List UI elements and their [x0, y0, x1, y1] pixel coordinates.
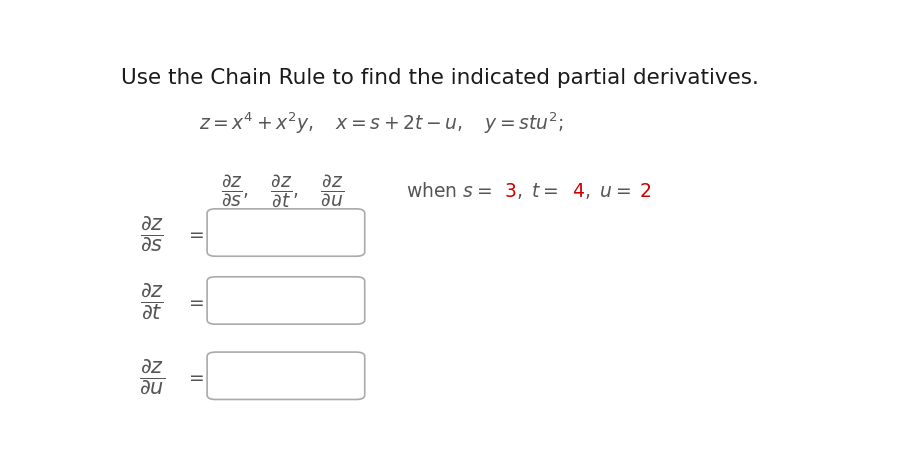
Text: $,\ t = $: $,\ t = $ [516, 181, 558, 201]
FancyBboxPatch shape [207, 352, 365, 400]
Text: when $s = $: when $s = $ [406, 181, 491, 200]
Text: $\dfrac{\partial z}{\partial s}$: $\dfrac{\partial z}{\partial s}$ [140, 214, 164, 252]
Text: $\dfrac{\partial z}{\partial u}$: $\dfrac{\partial z}{\partial u}$ [139, 357, 165, 396]
Text: $4$: $4$ [572, 181, 586, 200]
Text: $\dfrac{\partial z}{\partial t}$: $\dfrac{\partial z}{\partial t}$ [140, 281, 164, 321]
Text: $z = x^4 + x^2y, \quad x = s + 2t - u, \quad y = stu^2;$: $z = x^4 + x^2y, \quad x = s + 2t - u, \… [199, 110, 563, 136]
Text: $2$: $2$ [639, 181, 651, 200]
Text: $3$: $3$ [504, 181, 517, 200]
Text: $=$: $=$ [184, 367, 204, 386]
FancyBboxPatch shape [207, 277, 365, 325]
Text: $\dfrac{\partial z}{\partial s},\quad \dfrac{\partial z}{\partial t},\quad \dfra: $\dfrac{\partial z}{\partial s},\quad \d… [221, 172, 344, 209]
Text: $=$: $=$ [184, 224, 204, 243]
Text: $,\ u = $: $,\ u = $ [584, 181, 630, 200]
Text: Use the Chain Rule to find the indicated partial derivatives.: Use the Chain Rule to find the indicated… [121, 68, 758, 88]
FancyBboxPatch shape [207, 209, 365, 257]
Text: $=$: $=$ [184, 291, 204, 310]
